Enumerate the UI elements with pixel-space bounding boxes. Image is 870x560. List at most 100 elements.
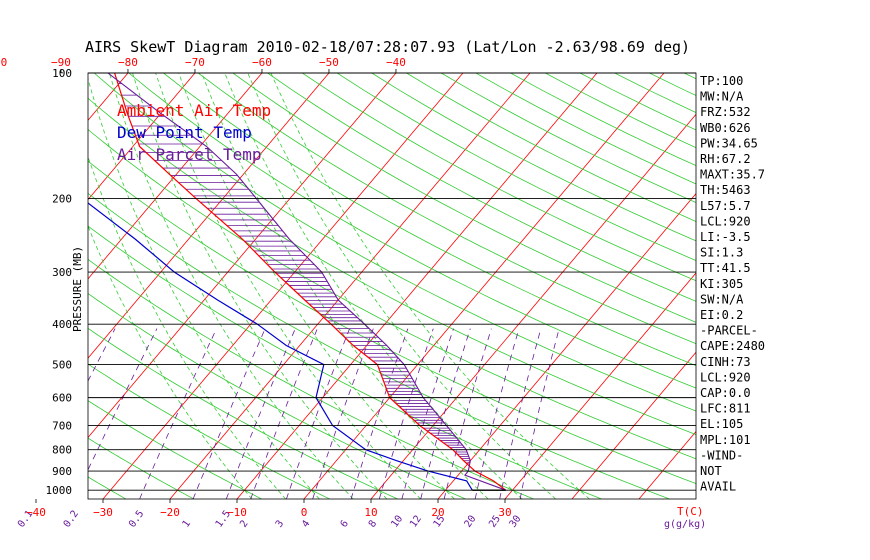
- pressure-tick-label: 1000: [46, 484, 73, 497]
- bottom-temp-tick-label: 0: [301, 506, 308, 519]
- isotherm-line: [370, 113, 696, 499]
- bottom-temp-tick-label: 20: [431, 506, 444, 519]
- isotherm-line: [169, 73, 531, 499]
- dry-adiabat-line: [88, 363, 330, 499]
- stat-item: CAPE:2480: [700, 339, 765, 353]
- stat-item: L57:5.7: [700, 199, 751, 213]
- mixing-ratio-line: [420, 328, 471, 499]
- series-ambient-line: [114, 73, 507, 491]
- stat-item: TT:41.5: [700, 261, 751, 275]
- dry-adiabat-line: [88, 476, 127, 499]
- dry-adiabat-line: [88, 437, 194, 499]
- mixing-ratio-line: [378, 328, 434, 499]
- pressure-tick-label: 600: [52, 392, 72, 405]
- stat-item: PW:34.65: [700, 136, 758, 150]
- stat-item: CAP:0.0: [700, 386, 751, 400]
- stat-item: NOT: [700, 464, 722, 478]
- dry-adiabat-line: [88, 192, 670, 499]
- isotherm-line: [88, 73, 330, 359]
- stat-item: LCL:920: [700, 214, 751, 228]
- bottom-temp-tick-label: −20: [160, 506, 180, 519]
- moist-adiabat-line: [224, 73, 523, 499]
- mixing-ratio-label: 20: [463, 514, 479, 530]
- dry-adiabat-line: [88, 293, 466, 499]
- dry-adiabat-line: [88, 160, 696, 485]
- stat-item: FRZ:532: [700, 105, 751, 119]
- pressure-tick-label: 500: [52, 359, 72, 372]
- top-temp-tick-label: −80: [118, 56, 138, 69]
- isotherm-line: [303, 73, 665, 499]
- mixing-ratio-label: 10: [389, 514, 405, 530]
- dry-adiabat-line: [128, 73, 696, 389]
- moist-adiabat-line: [88, 155, 286, 499]
- plot-frame: [87, 72, 697, 500]
- mixing-ratio-label: 6: [339, 518, 351, 529]
- pressure-tick-label: 800: [52, 444, 72, 457]
- top-temp-tick-label: −90: [51, 56, 71, 69]
- isotherm-line: [0, 73, 61, 499]
- stat-item: LFC:811: [700, 402, 751, 416]
- stat-item: AVAIL: [700, 480, 736, 494]
- chart-title: AIRS SkewT Diagram 2010-02-18/07:28:07.9…: [85, 38, 690, 56]
- dry-adiabat-line: [510, 73, 696, 167]
- dry-adiabat-line: [440, 73, 696, 203]
- mixing-ratio-line: [225, 328, 296, 499]
- dry-adiabat-line: [88, 225, 602, 499]
- dry-adiabat-line: [232, 73, 696, 323]
- moist-adiabat-line: [270, 73, 590, 499]
- dry-adiabat-line: [88, 97, 696, 436]
- tick-labels: 0.1 0.2 0.5 1 1.5 2 3 4 6 8 10 12 15 20 25 301002003004…: [0, 56, 524, 530]
- mixing-ratio-label: 8: [367, 518, 379, 529]
- stat-item: SI:1.3: [700, 246, 743, 260]
- stat-item: MAXT:35.7: [700, 168, 765, 182]
- stat-item: -WIND-: [700, 448, 743, 462]
- mixing-ratio-line: [443, 328, 492, 499]
- bottom-temp-tick-label: 10: [364, 506, 377, 519]
- mixing-ratio-line: [286, 328, 350, 499]
- series-parcel-line: [107, 73, 506, 491]
- top-temp-tick-label: −70: [185, 56, 205, 69]
- dry-adiabat-line: [336, 73, 696, 262]
- dry-adiabat-line: [649, 73, 696, 96]
- top-temp-tick-label: −100: [0, 56, 7, 69]
- grid-lines: [0, 73, 696, 499]
- pressure-tick-label: 900: [52, 465, 72, 478]
- legend-parcel: Air Parcel Temp: [117, 145, 262, 164]
- legend: Ambient Air Temp Dew Point Temp Air Parc…: [117, 101, 271, 164]
- moist-adiabat-line: [178, 73, 455, 499]
- mixing-ratio-line: [139, 328, 217, 499]
- mixing-ratio-line: [312, 328, 374, 499]
- stat-item: -PARCEL-: [700, 324, 758, 338]
- mixing-ratio-line: [350, 328, 409, 499]
- stat-item: EI:0.2: [700, 308, 743, 322]
- pressure-tick-label: 200: [52, 193, 72, 206]
- stat-item: RH:67.2: [700, 152, 751, 166]
- isotherm-line: [102, 73, 464, 499]
- stat-item: LI:-3.5: [700, 230, 751, 244]
- moist-adiabat-line: [109, 73, 354, 499]
- x-axis-label: T(C): [677, 505, 704, 518]
- top-temp-tick-label: −60: [252, 56, 272, 69]
- isotherm-line: [88, 73, 129, 121]
- mixing-ratio-label: 0.2: [62, 509, 81, 530]
- mixing-ratio-line: [401, 328, 454, 499]
- mixing-ratio-line: [192, 328, 266, 499]
- isotherm-line: [571, 351, 696, 499]
- dry-adiabat-line: [88, 258, 534, 499]
- mixing-ratio-line: [519, 328, 560, 499]
- mixing-ratio-line: [88, 328, 158, 471]
- mixing-ratio-label: 12: [408, 514, 424, 530]
- bottom-temp-tick-label: −10: [227, 506, 247, 519]
- mixing-ratio-label: 0.5: [127, 509, 146, 530]
- mixing-ratio-label: 1: [181, 518, 193, 529]
- isotherm-line: [437, 193, 696, 499]
- mixing-axis-label: g(g/kg): [664, 519, 706, 530]
- bottom-temp-tick-label: −40: [26, 506, 46, 519]
- moist-adiabat-line: [88, 225, 253, 499]
- stat-item: KI:305: [700, 277, 743, 291]
- stat-item: EL:105: [700, 417, 743, 431]
- mixing-ratio-label: 2: [238, 518, 250, 529]
- moist-adiabat-line: [247, 73, 556, 499]
